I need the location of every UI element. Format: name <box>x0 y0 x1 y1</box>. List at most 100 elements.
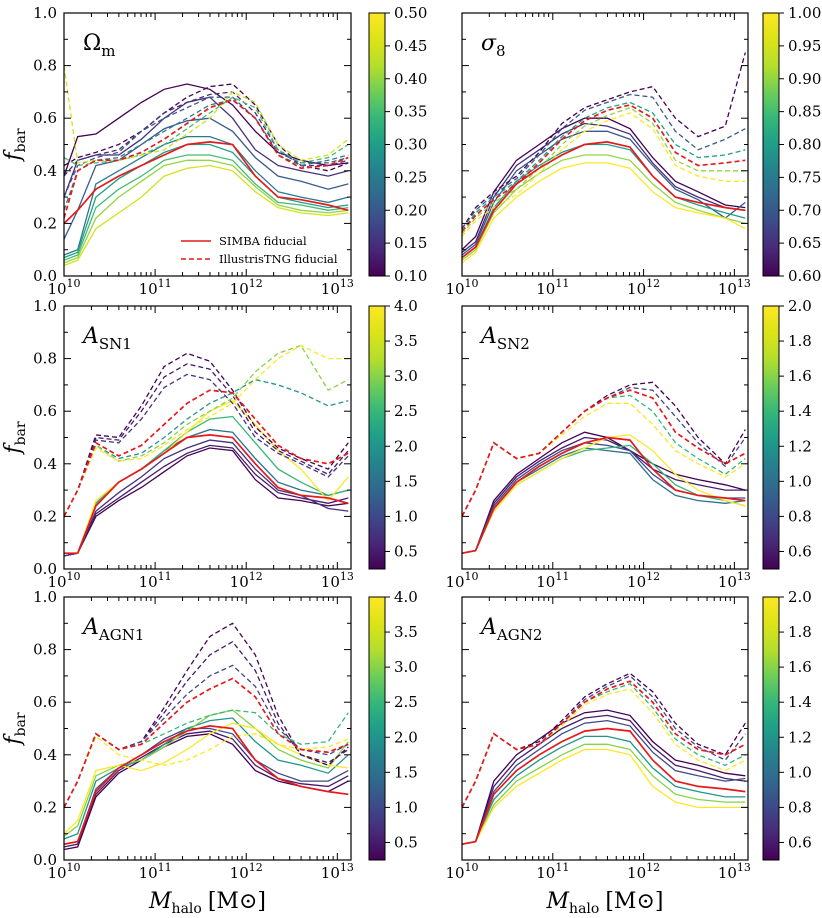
panel-a-agn2: 1010 1011 1012 1013 Mhalo [M⊙] AAGN2 0.6 0.8 1.0 1… <box>445 588 811 917</box>
colorbar-tick-label: 0.8 <box>788 507 812 525</box>
colorbar-tick-label: 0.15 <box>394 234 427 252</box>
colorbar-tick-label: 3.5 <box>394 332 418 350</box>
series-line <box>64 434 349 555</box>
y-tick-label: 1.0 <box>33 4 57 22</box>
x-tick-label: 1011 <box>536 861 569 882</box>
series-line <box>462 436 746 555</box>
colorbar-tick-label: 4.0 <box>394 297 418 315</box>
series-line <box>462 434 746 554</box>
x-tick-label: 1011 <box>139 570 172 591</box>
y-tick-label: 0.6 <box>33 402 57 420</box>
series-line <box>462 141 746 259</box>
series-line <box>64 725 349 846</box>
y-tick-label: 0.4 <box>33 455 57 473</box>
series-group <box>462 52 746 264</box>
series-line <box>64 444 349 557</box>
series-group <box>64 344 349 557</box>
y-tick-label: 1.0 <box>33 588 57 606</box>
colorbar-tick-label: 1.2 <box>788 437 812 455</box>
x-tick-label: 1011 <box>139 861 172 882</box>
colorbar-tick-label: 1.0 <box>788 472 812 490</box>
x-tick-label: 1011 <box>536 570 569 591</box>
colorbar-tick-label: 0.50 <box>394 4 427 22</box>
colorbar <box>368 12 386 277</box>
series-line <box>64 83 349 177</box>
x-tick-label: 1010 <box>47 570 80 591</box>
y-tick-label: 0.2 <box>33 798 57 816</box>
series-line <box>462 688 746 808</box>
colorbar-tick-label: 0.8 <box>788 798 812 816</box>
series-line <box>64 439 349 557</box>
x-tick-label: 1012 <box>230 570 263 591</box>
series-group <box>64 65 349 267</box>
series-line <box>462 743 746 845</box>
series-line <box>462 154 746 261</box>
x-tick-label: 1011 <box>139 277 172 298</box>
series-group <box>462 381 746 555</box>
colorbar-tick-label: 1.8 <box>788 332 812 350</box>
colorbar-tick-label: 2.0 <box>394 437 418 455</box>
series-line <box>64 141 349 225</box>
y-tick-label: 0.0 <box>33 267 57 285</box>
colorbar-tick-label: 0.75 <box>788 168 821 186</box>
series-line <box>462 104 746 232</box>
colorbar-tick-label: 1.6 <box>788 658 812 676</box>
panel-label: ASN1 <box>81 324 132 353</box>
colorbar-tick-label: 0.25 <box>394 168 427 186</box>
colorbar-tick-label: 0.95 <box>788 37 821 55</box>
colorbar <box>368 305 386 570</box>
series-line <box>64 733 349 808</box>
series-line <box>462 106 746 235</box>
series-line <box>462 680 746 808</box>
y-axis-title: f̄bar <box>0 128 29 162</box>
series-line <box>462 727 746 846</box>
colorbar-tick-label: 3.5 <box>394 623 418 641</box>
x-tick-label: 1013 <box>718 277 751 298</box>
y-axis-title: f̄bar <box>0 712 29 746</box>
x-tick-label: 1013 <box>718 861 751 882</box>
panel-label: Ωm <box>83 31 115 60</box>
x-tick-label: 1010 <box>47 861 80 882</box>
colorbar-tick-label: 3.0 <box>394 658 418 676</box>
y-tick-label: 0.8 <box>33 641 57 659</box>
colorbar <box>762 12 780 277</box>
panel-label: AAGN2 <box>479 615 542 644</box>
series-line <box>64 98 349 219</box>
y-axis-title: f̄bar <box>0 421 29 455</box>
x-axis-title: Mhalo [M⊙] <box>546 889 664 917</box>
colorbar-tick-label: 2.0 <box>394 728 418 746</box>
colorbar-tick-label: 0.90 <box>788 70 821 88</box>
y-tick-label: 0.2 <box>33 214 57 232</box>
y-tick-label: 1.0 <box>33 297 57 315</box>
x-tick-label: 1013 <box>321 277 354 298</box>
colorbar-tick-label: 2.5 <box>394 693 418 711</box>
series-line <box>64 677 349 808</box>
colorbar-tick-label: 1.0 <box>394 507 418 525</box>
series-line <box>462 101 746 232</box>
colorbar-tick-label: 0.65 <box>788 234 821 252</box>
series-line <box>64 709 349 808</box>
x-tick-label: 1012 <box>230 277 263 298</box>
panel-a-agn1: 1010 1011 1012 1013 0.0 0.2 0.4 0.6 0.8 1.0 f̄bar M… <box>0 588 418 917</box>
legend-label: SIMBA fiducial <box>219 234 307 248</box>
y-tick-label: 0.2 <box>33 507 57 525</box>
series-line <box>462 143 746 259</box>
series-line <box>64 91 349 177</box>
colorbar-tick-label: 1.8 <box>788 623 812 641</box>
x-tick-label: 1010 <box>47 277 80 298</box>
colorbar <box>368 596 386 861</box>
colorbar-tick-label: 0.6 <box>788 833 812 851</box>
series-line <box>462 719 746 845</box>
panel-a-sn2: 1010 1011 1012 1013 ASN2 0.6 0.8 1.0 1.2 1.4 1.6 1.… <box>445 297 811 591</box>
colorbar-tick-label: 0.40 <box>394 70 427 88</box>
series-line <box>64 447 349 557</box>
panel-label: σ8 <box>481 31 506 60</box>
panel-a-sn1: 1010 1011 1012 1013 0.0 0.2 0.4 0.6 0.8 1.0 f̄bar A… <box>0 297 418 591</box>
x-tick-label: 1010 <box>445 277 478 298</box>
colorbar-tick-label: 0.35 <box>394 103 427 121</box>
legend-label: IllustrisTNG fiducial <box>219 252 338 266</box>
colorbar-tick-label: 0.5 <box>394 833 418 851</box>
series-line <box>64 65 349 164</box>
x-tick-label: 1012 <box>230 861 263 882</box>
colorbar-tick-label: 0.60 <box>788 267 821 285</box>
